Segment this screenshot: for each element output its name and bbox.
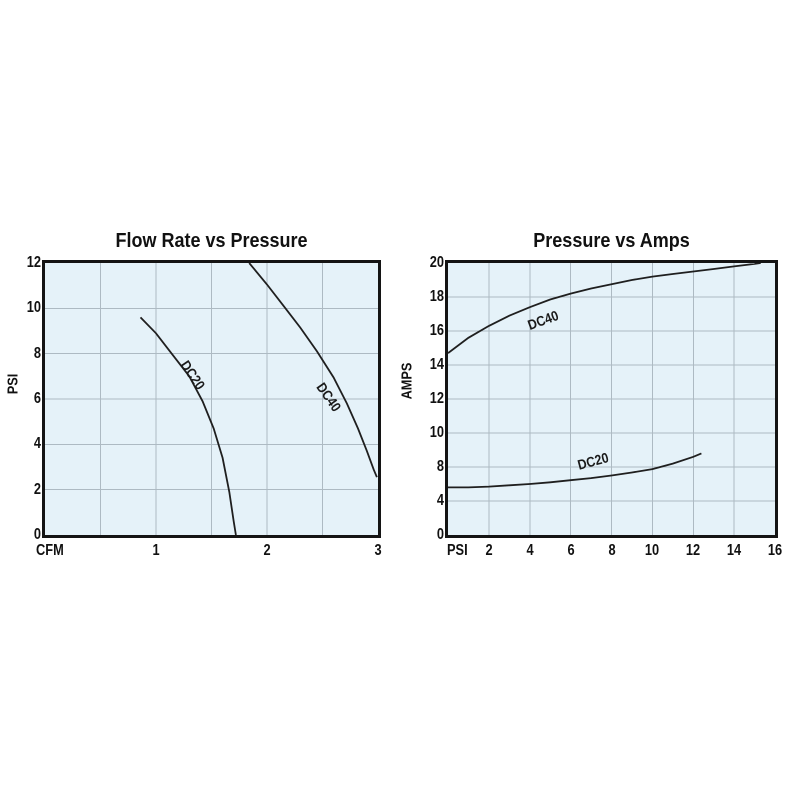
y-tick-label: 0 — [33, 526, 41, 543]
y-tick-label: 4 — [436, 492, 444, 509]
y-tick-label: 10 — [26, 299, 41, 317]
x-tick-label: 2 — [263, 542, 271, 559]
y-tick-label: 18 — [429, 288, 444, 305]
curve-dc40 — [448, 263, 761, 354]
y-tick-label: 16 — [429, 322, 444, 339]
y-tick-label: 12 — [429, 390, 444, 407]
y-tick-label: 10 — [429, 424, 444, 441]
x-axis-unit-label: PSI — [447, 542, 468, 559]
x-tick-label: 4 — [526, 542, 534, 559]
y-tick-label: 2 — [33, 480, 41, 498]
x-tick-label: 6 — [567, 542, 575, 559]
chart-title: Pressure vs Amps — [533, 230, 690, 252]
y-tick-label: 8 — [436, 458, 444, 475]
plot-canvas — [45, 263, 378, 535]
y-tick-label: 20 — [429, 254, 444, 271]
y-tick-label: 0 — [436, 526, 444, 543]
y-tick-label: 8 — [33, 344, 41, 362]
x-tick-label: 12 — [686, 542, 701, 559]
plot-canvas — [448, 263, 775, 535]
chart-title: Flow Rate vs Pressure — [115, 230, 308, 252]
x-tick-label: 1 — [152, 542, 160, 559]
y-tick-label: 6 — [33, 390, 41, 407]
x-axis-unit-label: CFM — [36, 542, 64, 559]
x-tick-label: 2 — [485, 542, 493, 559]
curve-dc20 — [448, 452, 702, 489]
y-tick-label: 14 — [429, 356, 444, 373]
curve-dc40 — [248, 263, 378, 478]
x-tick-label: 8 — [607, 542, 616, 559]
curve-dc20 — [139, 316, 237, 535]
x-tick-label: 10 — [645, 542, 660, 559]
y-tick-label: 4 — [33, 435, 41, 453]
y-tick-label: 12 — [26, 254, 41, 271]
plot-area — [445, 260, 778, 538]
x-tick-label: 3 — [374, 542, 382, 559]
x-tick-label: 16 — [767, 542, 783, 559]
plot-area — [42, 260, 381, 538]
x-tick-label: 14 — [727, 542, 742, 559]
